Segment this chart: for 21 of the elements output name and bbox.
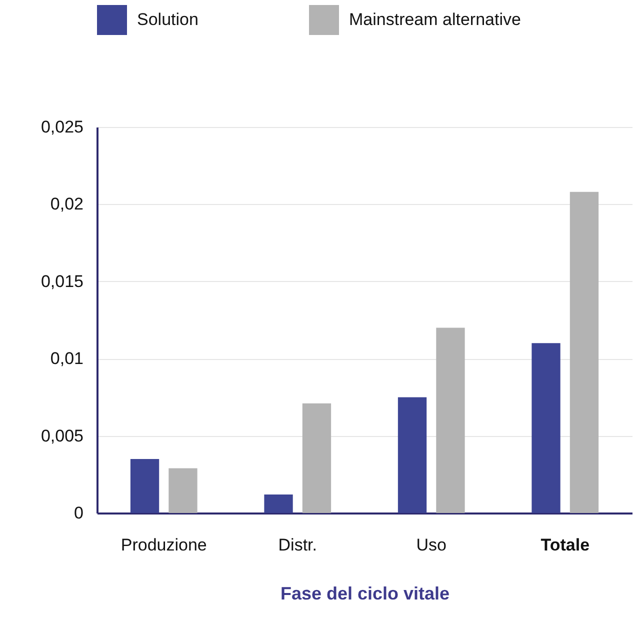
x-axis-title: Fase del ciclo vitale (280, 584, 450, 604)
bar (570, 192, 599, 513)
bar (398, 397, 427, 513)
bar (264, 494, 293, 513)
x-tick-label: Produzione (120, 536, 207, 554)
legend-label: Solution (137, 10, 198, 29)
bar (302, 403, 332, 513)
x-tick-label: Distr. (278, 536, 317, 554)
y-tick-label: 0,02 (50, 194, 84, 214)
y-tick-label: 0,005 (40, 426, 84, 446)
x-tick-label: Uso (416, 536, 446, 554)
legend-label: Mainstream alternative (349, 10, 521, 29)
x-tick-label: Totale (540, 536, 590, 554)
bar (532, 343, 560, 513)
y-tick-label: 0 (74, 504, 84, 522)
bar (436, 328, 465, 513)
y-tick-label: 0,015 (40, 272, 84, 291)
bar (168, 468, 198, 513)
y-tick-label: 0,01 (50, 349, 84, 368)
bar (130, 458, 160, 513)
y-tick-label: 0,025 (40, 118, 84, 136)
